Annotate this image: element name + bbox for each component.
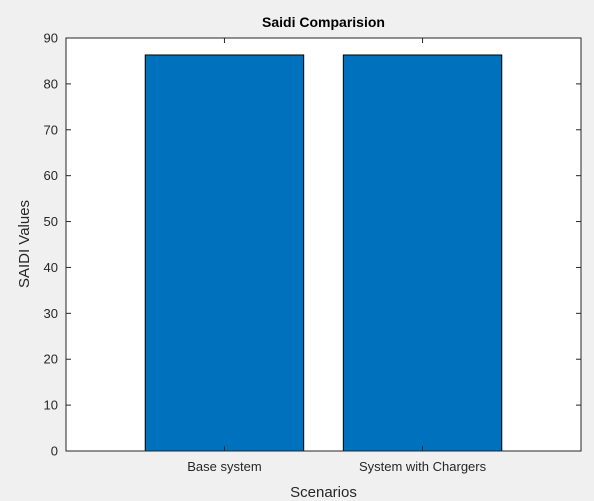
x-tick-label: System with Chargers <box>359 459 487 474</box>
x-tick-label: Base system <box>187 459 261 474</box>
x-axis-label: Scenarios <box>290 484 357 501</box>
y-tick-label: 40 <box>44 260 58 275</box>
y-tick-label: 20 <box>44 352 58 367</box>
y-tick-label: 80 <box>44 76 58 91</box>
bar <box>144 54 305 452</box>
y-tick-label: 30 <box>44 306 58 321</box>
x-ticks-group: Base system System with Chargers <box>187 38 487 474</box>
bar <box>342 54 503 452</box>
chart-title: Saidi Comparision <box>262 14 385 30</box>
y-ticks-group: 0 10 20 30 40 50 60 70 80 90 <box>44 31 581 459</box>
y-tick-label: 10 <box>44 398 58 413</box>
y-tick-label: 50 <box>44 214 58 229</box>
y-tick-label: 60 <box>44 168 58 183</box>
y-tick-label: 90 <box>44 31 58 46</box>
y-tick-label: 0 <box>51 444 58 459</box>
y-axis-label: SAIDI Values <box>16 200 33 288</box>
plot-area <box>66 38 581 451</box>
y-tick-label: 70 <box>44 122 58 137</box>
bars-group <box>144 54 503 452</box>
axes-frame <box>65 37 582 452</box>
